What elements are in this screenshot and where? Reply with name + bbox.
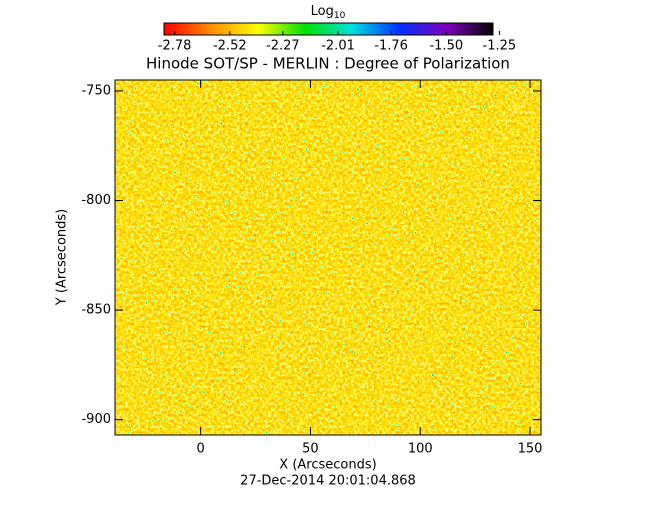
y-tick-label: -850 bbox=[81, 303, 111, 318]
chart-title: Hinode SOT/SP - MERLIN : Degree of Polar… bbox=[146, 55, 510, 73]
colorbar-title-main: Log bbox=[311, 4, 334, 19]
colorbar-tick-label: -1.76 bbox=[374, 39, 408, 54]
colorbar-tick-label: -1.50 bbox=[429, 39, 463, 54]
y-axis-label: Y (Arcseconds) bbox=[55, 209, 70, 306]
plot-frame bbox=[114, 79, 542, 436]
heatmap-image bbox=[115, 80, 541, 435]
y-tick-label: -800 bbox=[81, 193, 111, 208]
footer: 27-Dec-2014 20:01:04.868 bbox=[240, 474, 416, 489]
colorbar-tick-label: -2.52 bbox=[213, 39, 247, 54]
x-tick-label: 50 bbox=[302, 442, 319, 457]
x-tick-label: 150 bbox=[518, 442, 543, 457]
x-axis-label: X (Arcseconds) bbox=[279, 458, 376, 473]
y-tick-label: -750 bbox=[81, 83, 111, 98]
y-tick-label: -900 bbox=[81, 412, 111, 427]
colorbar-title-sub: 10 bbox=[334, 11, 346, 21]
x-tick-label: 0 bbox=[196, 442, 204, 457]
colorbar bbox=[163, 22, 494, 36]
colorbar-tick-label: -2.01 bbox=[321, 39, 355, 54]
colorbar-tick-label: -1.25 bbox=[483, 39, 517, 54]
x-tick-label: 100 bbox=[408, 442, 433, 457]
colorbar-title: Log10 bbox=[311, 4, 346, 21]
colorbar-tick-label: -2.78 bbox=[158, 39, 192, 54]
colorbar-tick-label: -2.27 bbox=[266, 39, 300, 54]
